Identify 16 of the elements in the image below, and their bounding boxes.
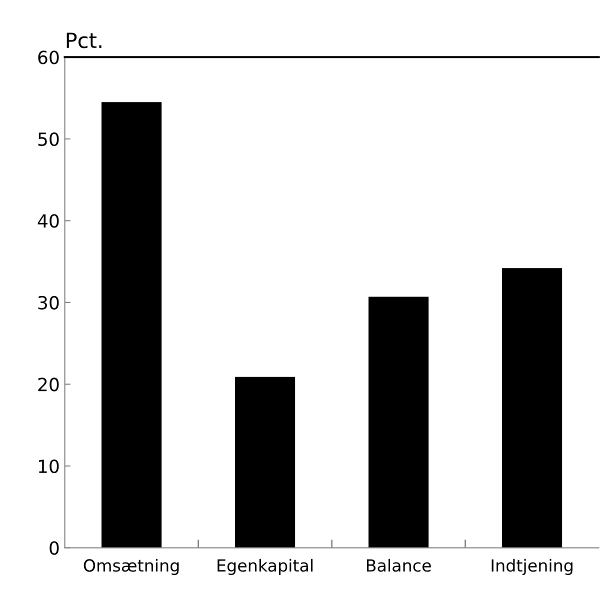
x-tick-label: Indtjening — [492, 558, 572, 576]
y-axis-title: Pct. — [66, 32, 102, 48]
y-tick-label: 10 — [38, 459, 59, 474]
bar — [102, 102, 162, 548]
y-tick-label: 50 — [38, 132, 59, 146]
y-tick-label: 20 — [38, 378, 59, 392]
y-tick-label: 40 — [38, 214, 59, 228]
bar — [235, 376, 296, 548]
x-tick-label: Balance — [366, 558, 431, 572]
y-tick-label: 30 — [38, 296, 59, 310]
x-tick-label: Omsætning — [84, 558, 179, 576]
y-tick-label: 60 — [38, 50, 59, 64]
y-tick-label: 0 — [50, 541, 59, 555]
x-tick-label: Egenkapital — [218, 558, 313, 576]
bar — [368, 296, 429, 548]
bar — [502, 268, 562, 548]
